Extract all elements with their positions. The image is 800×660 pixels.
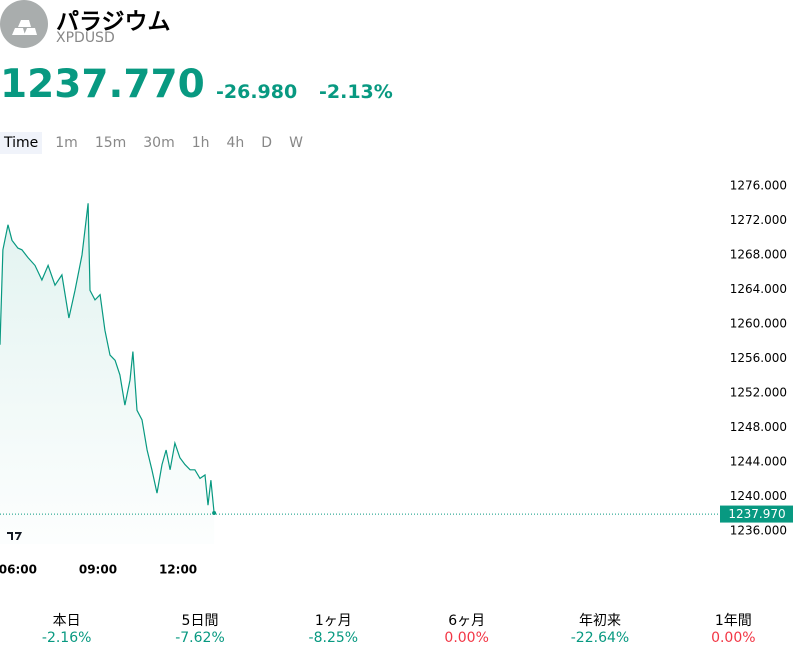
change-percent: -2.13% [319,81,393,103]
x-tick-label: 06:00 [0,563,37,577]
performance-item: 6ヶ月 0.00% [400,610,533,646]
performance-label: 1年間 [714,613,752,629]
performance-value: -7.62% [175,630,225,646]
logo [0,0,48,48]
timeframe-tab[interactable]: 1m [55,135,78,151]
timeframe-tab[interactable]: 4h [226,135,245,151]
y-tick-label: 1276.000 [730,179,787,193]
last-point [212,510,217,515]
x-tick-label: 09:00 [79,563,117,577]
last-price-box [720,505,793,523]
symbol: XPDUSD [56,30,115,46]
performance-value: -2.16% [41,630,92,646]
y-tick-label: 1252.000 [730,386,787,400]
y-tick-label: 1268.000 [730,248,787,262]
timeframe-tab[interactable]: 15m [94,135,127,151]
area [0,203,215,545]
price-line [0,203,215,513]
performance-item: 年初来 -22.64% [533,610,666,646]
y-tick-label: 1248.000 [730,420,787,434]
timeframes: Time 1m 15m 30m 1h 4h D W [0,132,316,154]
y-tick-label: 1256.000 [730,351,787,365]
price: 1237.770 [0,62,205,107]
performance-item: 1年間 0.00% [667,610,800,646]
y-tick-label: 1272.000 [730,213,787,227]
performance-label: 本日 [52,613,81,629]
performance-item: 本日 -2.16% [0,610,133,646]
timeframe-tab[interactable]: 30m [143,135,175,151]
timeframe-tab[interactable]: 1h [191,135,210,151]
performance: 本日 -2.16% 5日間 -7.62% 1ヶ月 -8.25% 6ヶ月 0.00% 年初来 -22… [0,610,800,646]
performance-label: 6ヶ月 [448,613,486,629]
timeframe-tab[interactable]: Time [0,132,43,154]
performance-value: 0.00% [444,630,489,646]
timeframe-tab[interactable]: W [289,135,303,151]
y-tick-label: 1236.000 [730,524,787,538]
y-tick-label: 1244.000 [730,455,787,469]
performance-value: 0.00% [711,630,756,646]
x-tick-label: 12:00 [159,563,197,577]
performance-label: 1ヶ月 [314,613,352,629]
title: パラジウム [56,9,171,35]
y-tick-label: 1264.000 [730,282,787,296]
y-tick-label: 1260.000 [730,317,787,331]
performance-label: 年初来 [578,613,621,629]
timeframe-tab[interactable]: D [261,135,273,151]
performance-value: -8.25% [308,630,359,646]
y-tick-label: 1240.000 [730,489,787,503]
performance-label: 5日間 [181,613,219,629]
performance-value: -22.64% [570,630,630,646]
performance-item: 1ヶ月 -8.25% [267,610,400,646]
performance-item: 5日間 -7.62% [133,610,266,646]
change: -26.980 [216,81,298,103]
last-price-label: 1237.970 [728,507,785,521]
